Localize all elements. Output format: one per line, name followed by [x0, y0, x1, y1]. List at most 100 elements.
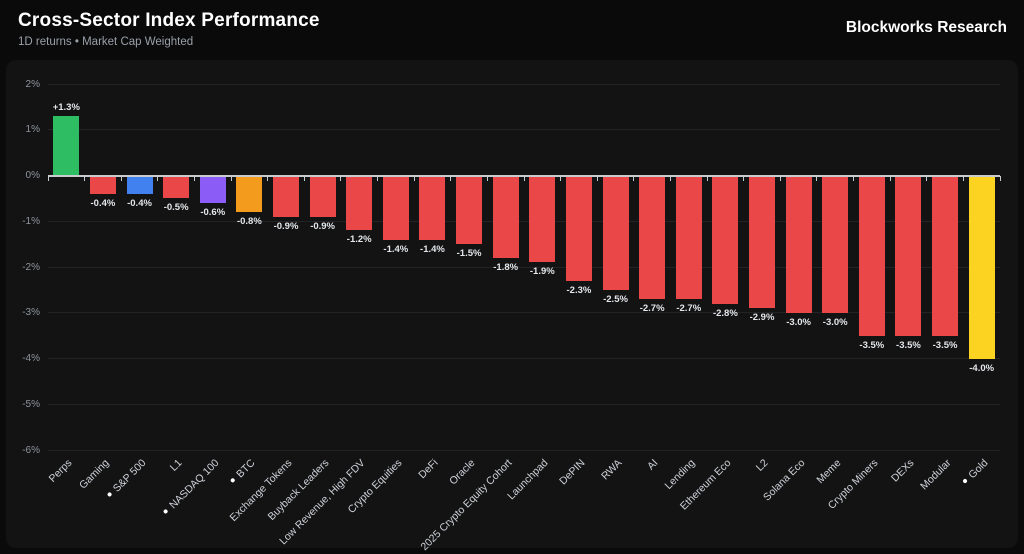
bar-crypto-miners[interactable] — [858, 175, 885, 336]
zero-axis-tick — [84, 175, 86, 181]
bar-value-label: -0.9% — [310, 220, 336, 232]
bar-2025-crypto-equity-cohort[interactable] — [492, 175, 519, 258]
bar-gaming[interactable] — [89, 175, 116, 194]
x-axis-category-text: Gold — [965, 457, 991, 482]
zero-axis-tick — [120, 175, 122, 181]
bar-low-revenue-high-fdv[interactable] — [346, 175, 373, 231]
bar-perps[interactable] — [53, 116, 80, 176]
y-axis-tick-label: -5% — [22, 398, 40, 410]
benchmark-dot-icon — [230, 477, 236, 484]
brand-logo: Blockworks Research — [845, 19, 1007, 36]
bar-value-label: -1.4% — [420, 243, 445, 255]
zero-axis-tick — [486, 175, 488, 181]
x-axis-category-text: Oracle — [447, 457, 478, 488]
bar-launchpad[interactable] — [529, 175, 556, 263]
bar-value-label: -0.9% — [273, 220, 299, 232]
zero-axis-tick — [193, 175, 195, 181]
bar-value-label: -0.5% — [163, 202, 189, 214]
zero-axis-tick — [47, 175, 49, 181]
bar-l2[interactable] — [749, 175, 775, 309]
bar-value-label: -2.7% — [676, 303, 702, 315]
zero-axis-tick — [853, 175, 855, 181]
bar-value-label: -1.5% — [456, 248, 482, 260]
gridline — [48, 403, 1000, 405]
gridline — [48, 358, 1000, 359]
bar-value-label: -3.5% — [859, 339, 885, 351]
benchmark-dot-icon — [961, 478, 968, 485]
bar-nasdaq-100[interactable] — [199, 175, 226, 203]
bar-defi[interactable] — [419, 175, 446, 240]
bar-value-label: -3.5% — [896, 339, 921, 351]
bar-value-label: -0.8% — [236, 216, 262, 228]
zero-axis-tick — [377, 175, 379, 181]
zero-axis-tick — [157, 175, 159, 181]
bar-value-label: -2.9% — [749, 312, 775, 324]
bar-value-label: -1.8% — [493, 261, 519, 273]
bar-solana-eco[interactable] — [785, 175, 812, 313]
bar-ai[interactable] — [639, 175, 666, 300]
bar-value-label: -2.8% — [712, 307, 738, 319]
bar-value-label: -1.4% — [383, 243, 409, 255]
bar-value-label: -4.0% — [969, 362, 995, 374]
bar-crypto-equities[interactable] — [382, 175, 409, 240]
zero-axis-tick — [779, 175, 781, 181]
gridline — [48, 312, 1000, 314]
benchmark-dot-icon — [162, 508, 169, 515]
x-axis-category-text: L1 — [167, 457, 185, 474]
bar-gold[interactable] — [968, 175, 995, 359]
y-axis-tick-label: -1% — [22, 215, 40, 227]
gridline — [48, 449, 1000, 451]
bar-btc[interactable] — [236, 175, 263, 213]
zero-axis-tick — [450, 175, 452, 181]
bar-value-label: -2.7% — [639, 303, 665, 315]
bar-dexs[interactable] — [895, 175, 922, 336]
bar-meme[interactable] — [822, 175, 849, 313]
gridline — [48, 220, 1000, 222]
bar-value-label: -0.4% — [127, 197, 152, 209]
bar-s-p-500[interactable] — [126, 175, 153, 194]
zero-axis-tick — [633, 175, 635, 181]
zero-axis-tick — [340, 175, 342, 181]
zero-axis-tick — [230, 175, 232, 181]
y-axis-tick-label: 2% — [25, 78, 40, 90]
zero-axis-tick — [743, 175, 745, 181]
x-axis-category-text: Lending — [662, 457, 698, 492]
bar-buyback-leaders[interactable] — [309, 175, 336, 217]
zero-axis-tick — [413, 175, 415, 181]
bar-value-label: -0.4% — [90, 197, 116, 209]
zero-axis-tick — [962, 175, 964, 181]
bar-oracle[interactable] — [456, 175, 483, 245]
bar-l1[interactable] — [163, 175, 190, 199]
bar-rwa[interactable] — [602, 175, 629, 290]
y-axis-tick-label: -3% — [22, 307, 40, 319]
bar-value-label: -3.5% — [932, 339, 958, 351]
gridline — [48, 129, 1000, 131]
benchmark-dot-icon — [106, 491, 112, 498]
bar-value-label: -3.0% — [822, 316, 848, 328]
bar-depin[interactable] — [565, 175, 592, 281]
zero-axis-tick — [596, 175, 598, 181]
bar-exchange-tokens[interactable] — [273, 175, 299, 217]
bar-ethereum-eco[interactable] — [712, 175, 739, 304]
bar-modular[interactable] — [932, 175, 959, 336]
zero-axis-tick — [267, 175, 269, 181]
bar-value-label: -3.0% — [786, 316, 812, 328]
zero-axis-tick — [706, 175, 708, 181]
gridline — [48, 266, 1000, 268]
bar-lending[interactable] — [675, 175, 702, 300]
y-axis-tick-label: 1% — [25, 124, 40, 136]
x-axis-category-text: AI — [645, 457, 661, 473]
y-axis-tick-label: -4% — [22, 353, 40, 364]
x-axis-category-text: L2 — [753, 457, 771, 474]
bar-value-label: -1.2% — [346, 234, 372, 246]
zero-axis-tick — [999, 175, 1001, 181]
page-subtitle: 1D returns • Market Cap Weighted — [18, 36, 194, 48]
zero-axis-tick — [523, 175, 525, 181]
zero-axis-tick — [669, 175, 671, 181]
x-axis-category-text: RWA — [598, 457, 625, 483]
bar-value-label: -2.3% — [566, 284, 592, 296]
y-axis-tick-label: -2% — [22, 261, 40, 273]
x-axis-category-text: Perps — [46, 457, 75, 485]
